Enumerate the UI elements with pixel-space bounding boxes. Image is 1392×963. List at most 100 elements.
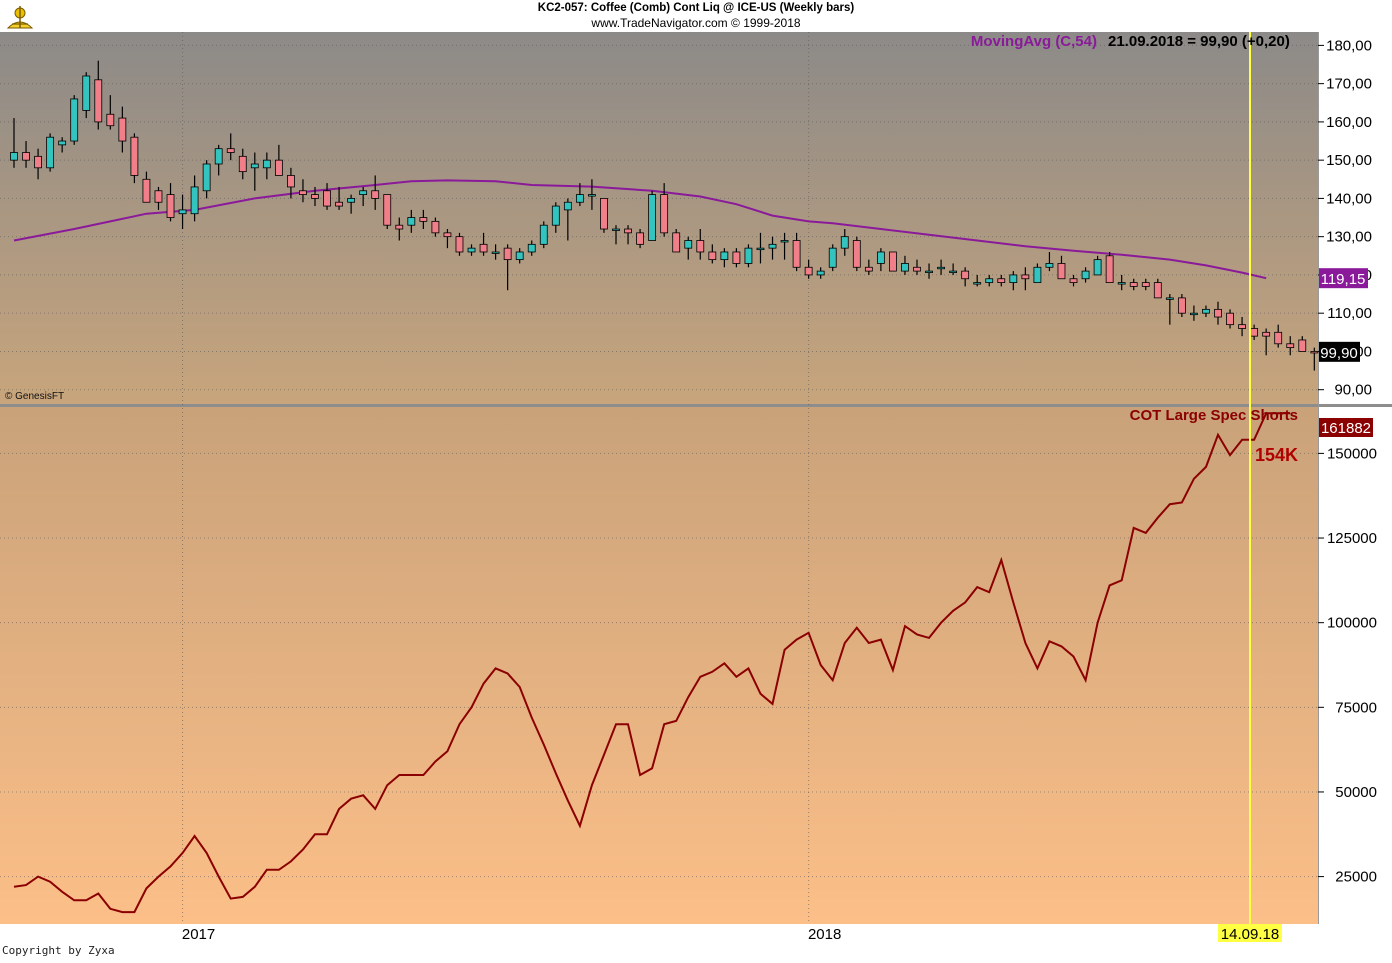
candle-down (997, 278, 1006, 283)
candle-down (1069, 278, 1078, 283)
candle-down (672, 232, 681, 253)
candle-down (708, 251, 717, 261)
moving-avg-info: 21.09.2018 = 99,90 (+0,20) (1108, 33, 1290, 50)
candle-down (323, 190, 331, 207)
last-price-label: 99,90 (1320, 345, 1358, 362)
candle-up (1045, 263, 1054, 268)
candle-down (455, 236, 464, 253)
candle-down (419, 217, 428, 222)
candle-up (648, 194, 657, 241)
candle-up (515, 251, 524, 261)
candle-down (1105, 255, 1114, 283)
moving-avg-legend: MovingAvg (C,54) (971, 33, 1097, 50)
candle-down (274, 159, 283, 176)
candle-down (600, 198, 608, 230)
cot-tick-label: 150000 (1327, 445, 1377, 462)
x-tick-label: 2018 (808, 926, 841, 943)
candle-down (154, 190, 163, 203)
moving-avg-badge (1319, 268, 1368, 289)
candle-up (756, 247, 765, 251)
candle-up (1190, 312, 1198, 316)
candle-down (106, 113, 115, 127)
price-tick-label: 110,00 (1327, 305, 1372, 322)
moving-avg-value-label: 119,15 (1321, 271, 1366, 288)
cot-series-label: COT Large Spec Shorts (1130, 407, 1298, 424)
candle-down (889, 251, 897, 272)
price-tick-label: 90,00 (1334, 382, 1372, 399)
candle-up (467, 247, 476, 253)
candle-up (262, 159, 271, 169)
candle-down (166, 194, 175, 218)
candle-down (1057, 263, 1066, 280)
candle-up (359, 190, 368, 195)
price-tick-label: 170,00 (1326, 76, 1372, 93)
chart-title: KC2-057: Coffee (Comb) Cont Liq @ ICE-US… (537, 2, 855, 14)
candle-up (202, 163, 211, 192)
cot-tick-label: 25000 (1335, 869, 1377, 886)
candle-up (250, 163, 259, 169)
candle-down (1153, 282, 1162, 299)
candle-down (864, 266, 873, 272)
candle-up (563, 201, 572, 211)
cot-large-spec-shorts-line (13, 412, 1291, 914)
price-tick-label: 140,00 (1326, 190, 1372, 207)
candle-up (347, 198, 356, 203)
candle-up (407, 217, 416, 226)
candle-up (720, 251, 729, 261)
candle-down (287, 175, 295, 188)
candle-up (10, 152, 18, 161)
candle-down (226, 148, 235, 153)
tradenavigator-logo-icon (6, 6, 34, 29)
x-tick-label: 2017 (182, 926, 215, 943)
candle-up (178, 209, 187, 215)
candle-up (1033, 266, 1042, 283)
candle-down (1214, 308, 1222, 318)
copyright-text: Copyright by Zyxa (2, 944, 115, 957)
price-panel-background (0, 32, 1318, 405)
candle-down (311, 194, 319, 199)
candle-down (431, 220, 440, 234)
candle-up (780, 240, 789, 243)
candle-up (840, 236, 849, 249)
candle-up (1165, 297, 1174, 300)
candle-down (1129, 282, 1138, 287)
candle-down (696, 240, 705, 253)
candle-up (58, 140, 67, 146)
candle-up (684, 240, 693, 249)
candle-up (214, 148, 223, 165)
candle-down (1021, 274, 1030, 280)
date-marker-badge (1218, 924, 1282, 942)
candle-down (22, 152, 30, 161)
price-tick-label: 130,00 (1326, 229, 1372, 246)
candle-down (34, 155, 42, 169)
cot-tick-label: 100000 (1327, 615, 1377, 632)
candle-up (1117, 282, 1126, 285)
candle-up (768, 243, 777, 249)
candle-up (949, 270, 958, 274)
candle-down (238, 155, 247, 173)
candle-up (973, 282, 982, 285)
candle-up (575, 194, 584, 203)
candle-down (395, 224, 404, 230)
candle-down (732, 251, 741, 264)
price-tick-label: 180,00 (1326, 37, 1372, 54)
candle-down (335, 201, 343, 207)
candle-up (876, 251, 885, 264)
last-price-badge (1319, 341, 1360, 362)
candle-down (443, 232, 452, 238)
candle-up (925, 270, 933, 274)
candle-up (46, 136, 55, 169)
candle-up (937, 266, 945, 270)
candle-down (1238, 324, 1246, 329)
candle-down (371, 190, 380, 199)
candle-down (852, 240, 861, 268)
candle-down (94, 79, 103, 123)
price-tick-label: 150,00 (1326, 152, 1372, 169)
candle-down (1262, 331, 1271, 337)
candle-down (913, 266, 921, 272)
candle-up (190, 186, 199, 215)
candle-down (299, 190, 307, 195)
candle-down (961, 270, 970, 280)
